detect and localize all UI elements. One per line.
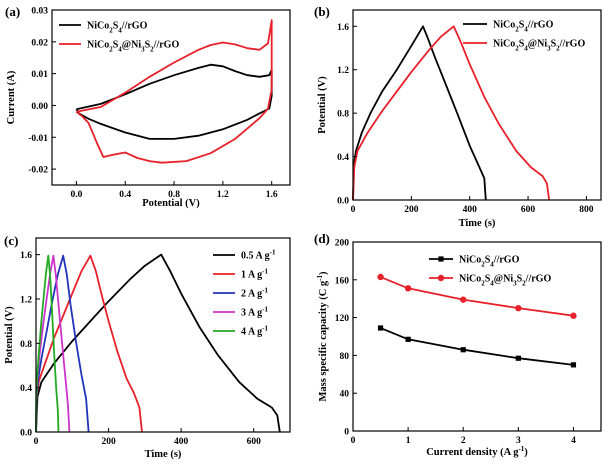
y-tick-label-1-4: 0.01 [31,70,48,80]
y-tick-label-2-3: 0.8 [337,110,349,120]
x-tick-label-2-3: 400 [463,205,478,215]
x-tick-label-4-5: 4 [571,436,576,446]
legend-label-4-1: NiCo2S4//rGO [459,255,520,269]
panel-2-group: 0 200 400 600 800 0.0 0.4 0.8 1.2 1.6 Time (s) Pote… [314,4,602,229]
y-tick-label-2-4: 1.2 [337,66,349,76]
legend-label-3-2: 1 A g-1 [241,268,268,281]
x-tick-label-4-4: 3 [516,436,521,446]
y-tick-label-2-1: 0.0 [337,197,349,207]
legend-label-2-2: NiCo2S4@Ni3S2//rGO [493,39,585,53]
legend-label-3-4: 3 A g-1 [241,306,268,319]
x-tick-label-3-4: 600 [247,437,262,447]
y-tick-label-1-2: -0.01 [28,134,48,144]
legend-label-1-2: NiCo2S4@Ni3S2//rGO [87,40,179,54]
legend-1: NiCo2S4//rGO NiCo2S4@Ni3S2//rGO [59,21,179,54]
y-axis-label-1: Current (A) [6,70,17,124]
y-tick-label-4-5: 160 [335,276,350,286]
panel-label-3: (c) [4,233,18,248]
y-tick-label-2-5: 1.6 [337,23,349,33]
y-tick-label-1-3: 0.00 [31,102,48,112]
data-point-4-2-4 [515,304,522,312]
y-tick-label-1-6: 0.03 [31,7,48,17]
y-tick-label-3-3: 0.8 [20,340,32,350]
x-tick-label-2-1: 0 [351,205,356,215]
data-point-4-1-5 [570,362,577,368]
series-line-1-1 [75,63,273,140]
legend-marker-4-2 [437,274,445,282]
y-tick-label-3-5: 1.6 [20,251,32,261]
x-tick-label-1-1: 0.0 [70,190,82,200]
y-tick-label-4-4: 120 [335,314,350,324]
x-tick-label-4-2: 1 [406,436,411,446]
y-tick-label-4-1: 0 [344,428,349,438]
plot-frame-4 [352,241,602,432]
x-tick-label-1-5: 1.6 [266,190,278,200]
x-tick-label-2-5: 800 [579,205,594,215]
legend-label-3-3: 2 A g-1 [241,287,268,300]
y-tick-label-3-4: 1.2 [20,295,32,305]
legend-marker-4-1 [438,256,444,262]
legend-label-3-5: 4 A g-1 [241,325,268,338]
x-tick-label-4-3: 2 [461,436,466,446]
legend-label-4-2: NiCo2S4@Ni3S2//rGO [459,274,551,288]
legend-label-1-1: NiCo2S4//rGO [87,21,148,35]
data-point-4-2-5 [570,312,577,319]
plot-frame-3 [35,237,291,433]
x-axis-label-2: Time (s) [459,218,496,229]
series-line-3-1 [35,253,281,433]
data-point-4-1-2 [405,336,411,342]
series-line-2-1 [352,25,487,201]
plot-frame-1 [51,9,291,186]
plot-frame-2 [352,9,602,201]
x-tick-label-1-4: 1.2 [217,190,229,200]
data-point-4-1-1 [377,325,384,331]
y-tick-label-4-2: 40 [340,390,350,400]
x-axis-label-1: Potential (V) [142,198,200,209]
x-tick-label-4-1: 0 [351,436,356,446]
series-line-3-3 [35,254,90,433]
series-line-3-2 [35,254,143,433]
x-tick-label-3-1: 0 [34,437,39,447]
y-tick-label-4-3: 80 [340,352,350,362]
y-tick-label-4-6: 200 [335,239,350,249]
data-point-4-2-3 [460,296,467,303]
data-point-4-2-1 [377,273,384,281]
y-tick-label-2-2: 0.4 [337,153,349,163]
y-tick-label-1-1: -0.02 [28,166,48,176]
x-axis-label-3: Time (s) [145,449,182,460]
x-tick-label-1-3: 0.8 [168,190,180,200]
legend-2: NiCo2S4//rGO NiCo2S4@Ni3S2//rGO [463,20,585,53]
x-tick-label-2-2: 200 [404,205,419,215]
series-line-2-2 [352,25,550,201]
y-axis-label-3: Potential (V) [4,306,15,364]
x-tick-label-3-2: 200 [101,437,116,447]
y-tick-label-1-5: 0.02 [31,38,48,48]
data-point-4-2-2 [404,285,412,292]
panel-label-1: (a) [5,4,20,19]
x-axis-label-4: Current density (A g-1) [426,445,528,458]
panel-label-2: (b) [314,4,330,19]
series-line-3-5 [35,254,60,433]
panel-label-4: (d) [314,231,330,246]
y-axis-label-2: Potential (V) [317,76,328,134]
y-tick-label-3-2: 0.4 [20,384,32,394]
legend-label-3-1: 0.5 A g-1 [241,249,276,262]
series-line-4-1 [380,327,574,366]
y-axis-label-4: Mass specific capacity (C g-1) [316,271,329,402]
data-point-4-1-4 [515,355,521,361]
y-tick-label-3-1: 0.0 [20,429,32,439]
legend-4: NiCo2S4//rGO NiCo2S4@Ni3S2//rGO [429,255,551,288]
legend-3: 0.5 A g-1 1 A g-1 2 A g-1 3 A g-1 4 A g-1 [213,249,276,338]
x-tick-label-1-2: 0.4 [119,190,131,200]
x-tick-label-2-4: 600 [521,205,536,215]
panel-1-group: 0.0 0.4 0.8 1.2 1.6 -0.02 -0.01 0.00 0.01 0.02 0.0… [5,4,291,209]
data-point-4-1-3 [460,347,466,353]
panel-3-group: 0 200 400 600 0.0 0.4 0.8 1.2 1.6 Time (s) Potenti… [4,233,291,460]
legend-label-2-1: NiCo2S4//rGO [493,20,554,34]
x-tick-label-3-3: 400 [174,437,189,447]
series-line-1-2 [75,19,273,164]
